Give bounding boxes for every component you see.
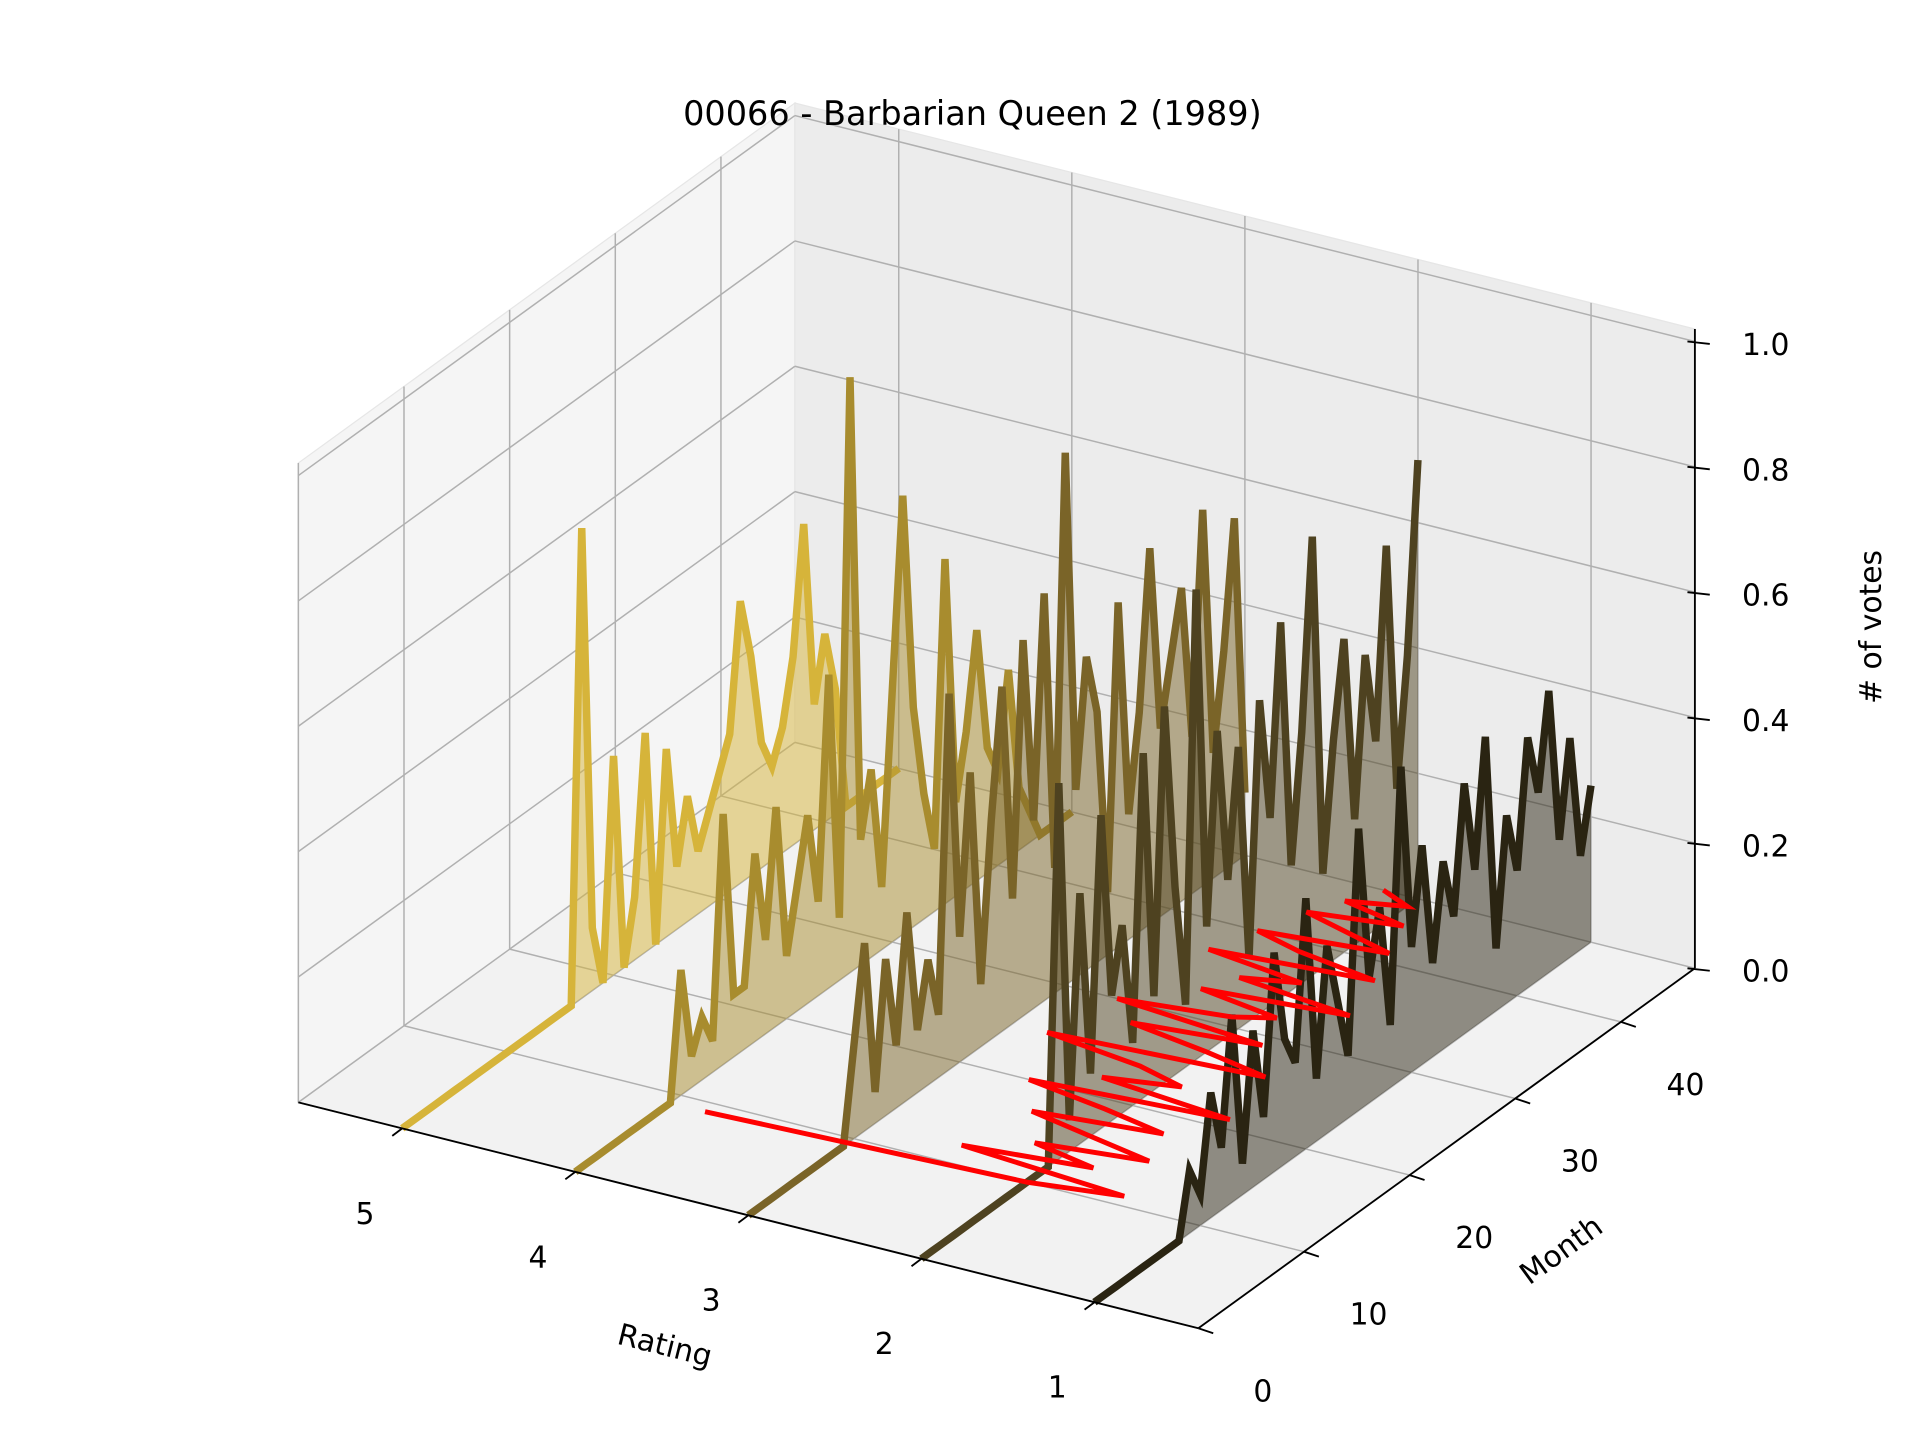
y-tick <box>1303 1250 1320 1258</box>
grid-line <box>794 365 1696 593</box>
chart-title: 00066 - Barbarian Queen 2 (1989) <box>683 94 1262 133</box>
x-tick <box>1084 1301 1096 1311</box>
grid-line <box>794 114 1696 343</box>
grid-line <box>794 240 1696 468</box>
grid-line <box>297 240 796 602</box>
area-fill <box>1094 690 1591 1303</box>
x-tick <box>737 1214 749 1224</box>
z-tick <box>1687 716 1710 721</box>
z-tick-label: 0.4 <box>1742 704 1789 739</box>
y-tick-label: 20 <box>1455 1221 1493 1256</box>
grid-line <box>297 365 796 727</box>
series-line <box>400 523 901 1132</box>
z-tick-label: 0.2 <box>1742 829 1789 864</box>
z-tick <box>1687 967 1710 972</box>
y-tick-label: 0 <box>1253 1374 1272 1409</box>
series-line <box>1092 690 1595 1306</box>
x-tick <box>564 1171 576 1181</box>
y-tick <box>1409 1174 1425 1181</box>
x-tick <box>910 1258 922 1267</box>
x-tick-label: 3 <box>702 1284 721 1319</box>
x-tick-label: 5 <box>355 1197 374 1232</box>
series-line <box>573 377 1075 1175</box>
x-tick-label: 1 <box>1048 1371 1067 1406</box>
z-tick-label: 0.8 <box>1742 453 1789 488</box>
z-tick <box>1687 841 1710 847</box>
series-line <box>919 459 1422 1262</box>
x-tick <box>391 1127 403 1137</box>
z-tick <box>1687 340 1710 345</box>
z-axis-label: # of votes <box>1854 550 1889 704</box>
x-tick-label: 4 <box>529 1240 548 1275</box>
grid-line <box>297 491 796 853</box>
area-fill <box>402 523 899 1129</box>
x-axis-label: Rating <box>614 1317 716 1374</box>
plot-area <box>400 377 1595 1306</box>
z-tick <box>1687 591 1710 596</box>
y-axis-label: Month <box>1513 1209 1609 1292</box>
z-tick <box>1687 465 1710 471</box>
x-tick-label: 2 <box>875 1327 894 1362</box>
area-fill <box>921 460 1418 1259</box>
area-fill <box>748 452 1245 1216</box>
x-axis <box>298 1101 1199 1330</box>
grid-line <box>794 490 1696 719</box>
grid-line <box>297 114 796 477</box>
y-axis <box>1197 967 1696 1330</box>
z-tick-label: 1.0 <box>1742 328 1789 363</box>
z-tick-label: 0.6 <box>1742 579 1789 614</box>
y-tick-label: 30 <box>1561 1145 1599 1180</box>
y-tick-label: 10 <box>1350 1298 1388 1333</box>
mean-rating-line <box>704 888 1417 1199</box>
y-tick <box>1198 1327 1214 1335</box>
y-tick <box>1620 1021 1637 1028</box>
z-tick-label: 0.0 <box>1742 955 1789 990</box>
y-tick <box>1514 1097 1531 1105</box>
y-tick-label: 40 <box>1667 1068 1705 1103</box>
grid-line <box>297 616 796 978</box>
